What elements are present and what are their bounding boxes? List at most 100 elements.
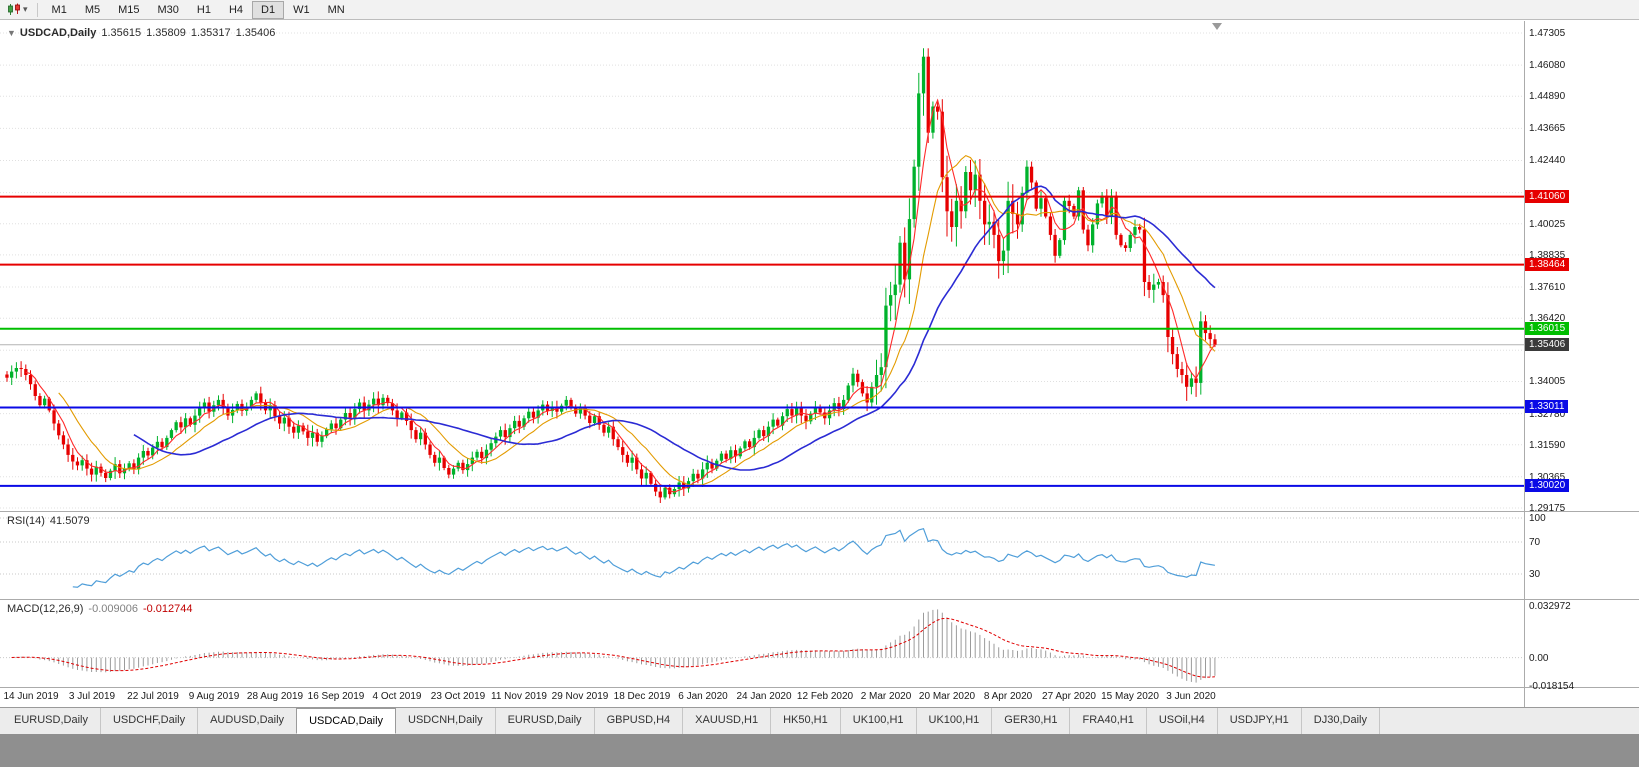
timeframe-button-m1[interactable]: M1 — [51, 3, 67, 16]
chart-tab-eurusd-daily[interactable]: EURUSD,Daily — [2, 708, 101, 734]
chevron-down-icon: ▾ — [23, 4, 28, 14]
price-line-flag-1.33011: 1.33011 — [1525, 400, 1569, 413]
chart-tab-dj30-daily[interactable]: DJ30,Daily — [1302, 708, 1380, 734]
chart-tab-gbpusd-h4[interactable]: GBPUSD,H4 — [595, 708, 684, 734]
timeframe-button-h4[interactable]: H4 — [228, 3, 244, 16]
chart-tab-eurusd-daily[interactable]: EURUSD,Daily — [496, 708, 595, 734]
timeframe-button-m5[interactable]: M5 — [84, 3, 101, 16]
macd-signal-line — [11, 617, 1215, 678]
rsi-indicator-chart[interactable] — [0, 512, 1524, 599]
chart-tab-bar: EURUSD,Daily USDCHF,Daily AUDUSD,Daily USDC… — [0, 707, 1639, 734]
price-tick-label: 1.47305 — [1529, 28, 1566, 39]
chart-tab-usdcnh-daily[interactable]: USDCNH,Daily — [396, 708, 496, 734]
time-axis-label: 8 Apr 2020 — [983, 691, 1033, 702]
time-axis-label: 22 Jul 2019 — [127, 691, 179, 702]
time-axis-label: 16 Sep 2019 — [307, 691, 365, 702]
rsi-value: 41.5079 — [49, 515, 90, 527]
price-tick-label: 1.32780 — [1529, 409, 1566, 420]
price-tick-label: 1.31590 — [1529, 440, 1566, 451]
chart-symbol-label: USDCAD,Daily — [19, 27, 97, 39]
time-axis-label: 23 Oct 2019 — [430, 691, 486, 702]
macd-name: MACD(12,26,9) — [7, 603, 84, 615]
candlestick-chart-icon — [8, 3, 20, 15]
price-line-flag-1.41060: 1.41060 — [1525, 190, 1570, 203]
time-axis-label: 18 Dec 2019 — [613, 691, 671, 702]
price-tick-label: 1.40025 — [1529, 219, 1566, 230]
timeframe-button-m30[interactable]: M30 — [157, 3, 179, 16]
chart-title: ▼ USDCAD,Daily 1.35615 1.35809 1.35317 1.3540… — [7, 27, 280, 39]
rsi-title: RSI(14) 41.5079 — [7, 515, 95, 527]
price-gridlines — [0, 32, 1524, 509]
chart-type-button[interactable]: ▾ — [3, 1, 32, 19]
chart-tab-uk100-h1[interactable]: UK100,H1 — [841, 708, 917, 734]
window-bottom-strip — [0, 734, 1639, 767]
rsi-name: RSI(14) — [7, 515, 45, 527]
timeframe-button-w1[interactable]: W1 — [293, 3, 310, 16]
time-axis-label: 20 Mar 2020 — [918, 691, 976, 702]
time-axis-label: 4 Oct 2019 — [372, 691, 422, 702]
timeframe-buttons: M1 M5 M15 M30 H1 H4 D1 W1 MN — [43, 0, 354, 19]
price-line-flag-1.36015: 1.36015 — [1525, 322, 1570, 335]
time-axis-label: 27 Apr 2020 — [1042, 691, 1096, 702]
time-axis-label: 11 Nov 2019 — [491, 691, 547, 702]
panel-separator[interactable] — [0, 599, 1639, 600]
panel-separator — [0, 687, 1639, 688]
chart-tab-hk50-h1[interactable]: HK50,H1 — [771, 708, 841, 734]
ohlc-low: 1.35317 — [190, 27, 231, 39]
ohlc-open: 1.35615 — [101, 27, 142, 39]
price-tick-label: 1.46080 — [1529, 60, 1566, 71]
time-axis[interactable]: 14 Jun 2019 3 Jul 2019 22 Jul 2019 9 Aug 20… — [0, 688, 1524, 707]
macd-signal-value: -0.012744 — [142, 603, 193, 615]
chart-window: ▼ USDCAD,Daily 1.35615 1.35809 1.35317 1.3540… — [0, 21, 1639, 707]
price-line-flag-1.38464: 1.38464 — [1525, 258, 1570, 271]
timeframe-button-mn[interactable]: MN — [327, 3, 345, 16]
price-tick-label: 1.34005 — [1529, 376, 1566, 387]
slow-ma-line[interactable] — [133, 185, 1216, 471]
price-tick-label: 1.30365 — [1529, 472, 1566, 483]
panel-separator[interactable] — [0, 511, 1639, 512]
price-tick-label: 1.44890 — [1529, 91, 1566, 102]
time-axis-label: 24 Jan 2020 — [736, 691, 792, 702]
main-price-chart[interactable] — [0, 21, 1524, 511]
chart-tab-audusd-daily[interactable]: AUDUSD,Daily — [198, 708, 298, 734]
chart-tab-usdchf-daily[interactable]: USDCHF,Daily — [101, 708, 199, 734]
ohlc-high: 1.35809 — [146, 27, 186, 39]
ohlc-close: 1.35406 — [235, 27, 276, 39]
time-axis-label: 6 Jan 2020 — [678, 691, 728, 702]
chart-shift-marker[interactable] — [1212, 23, 1222, 30]
time-axis-label: 14 Jun 2019 — [3, 691, 59, 702]
timeframe-toolbar: ▾ M1 M5 M15 M30 H1 H4 D1 W1 MN — [0, 0, 1639, 20]
chart-tab-usdcad-daily[interactable]: USDCAD,Daily — [296, 708, 397, 734]
chart-tab-uk100-h1[interactable]: UK100,H1 — [917, 708, 993, 734]
time-axis-label: 2 Mar 2020 — [860, 691, 912, 702]
time-axis-label: 29 Nov 2019 — [551, 691, 609, 702]
chart-tab-usoil-h4[interactable]: USOil,H4 — [1147, 708, 1218, 734]
price-axis-border — [1524, 21, 1525, 707]
time-axis-label: 28 Aug 2019 — [246, 691, 304, 702]
rsi-line — [72, 527, 1216, 588]
time-axis-label: 9 Aug 2019 — [188, 691, 240, 702]
price-tick-label: 1.42440 — [1529, 155, 1566, 166]
time-axis-label: 12 Feb 2020 — [796, 691, 854, 702]
time-axis-label: 15 May 2020 — [1101, 691, 1159, 702]
macd-axis-label: 0.032972 — [1529, 601, 1571, 612]
chart-tab-ger30-h1[interactable]: GER30,H1 — [992, 708, 1071, 734]
chart-tab-fra40-h1[interactable]: FRA40,H1 — [1070, 708, 1147, 734]
rsi-level-label-30: 30 — [1529, 569, 1541, 580]
current-price-flag: 1.35406 — [1525, 338, 1570, 351]
macd-histogram — [11, 609, 1216, 683]
macd-indicator-chart[interactable] — [0, 600, 1524, 687]
timeframe-button-m15[interactable]: M15 — [118, 3, 140, 16]
chart-tab-usdjpy-h1[interactable]: USDJPY,H1 — [1218, 708, 1302, 734]
price-tick-label: 1.37610 — [1529, 282, 1566, 293]
fast-ma-line[interactable] — [25, 98, 1216, 493]
moving-averages-group — [25, 98, 1216, 493]
timeframe-button-h1[interactable]: H1 — [196, 3, 211, 16]
macd-title: MACD(12,26,9) -0.009006 -0.012744 — [7, 603, 198, 615]
chart-tab-xauusd-h1[interactable]: XAUUSD,H1 — [683, 708, 772, 734]
timeframe-button-d1[interactable]: D1 — [252, 0, 285, 19]
toolbar-separator — [36, 2, 38, 17]
chart-title-caret-icon: ▼ — [7, 28, 16, 38]
rsi-level-label-70: 70 — [1529, 537, 1541, 548]
